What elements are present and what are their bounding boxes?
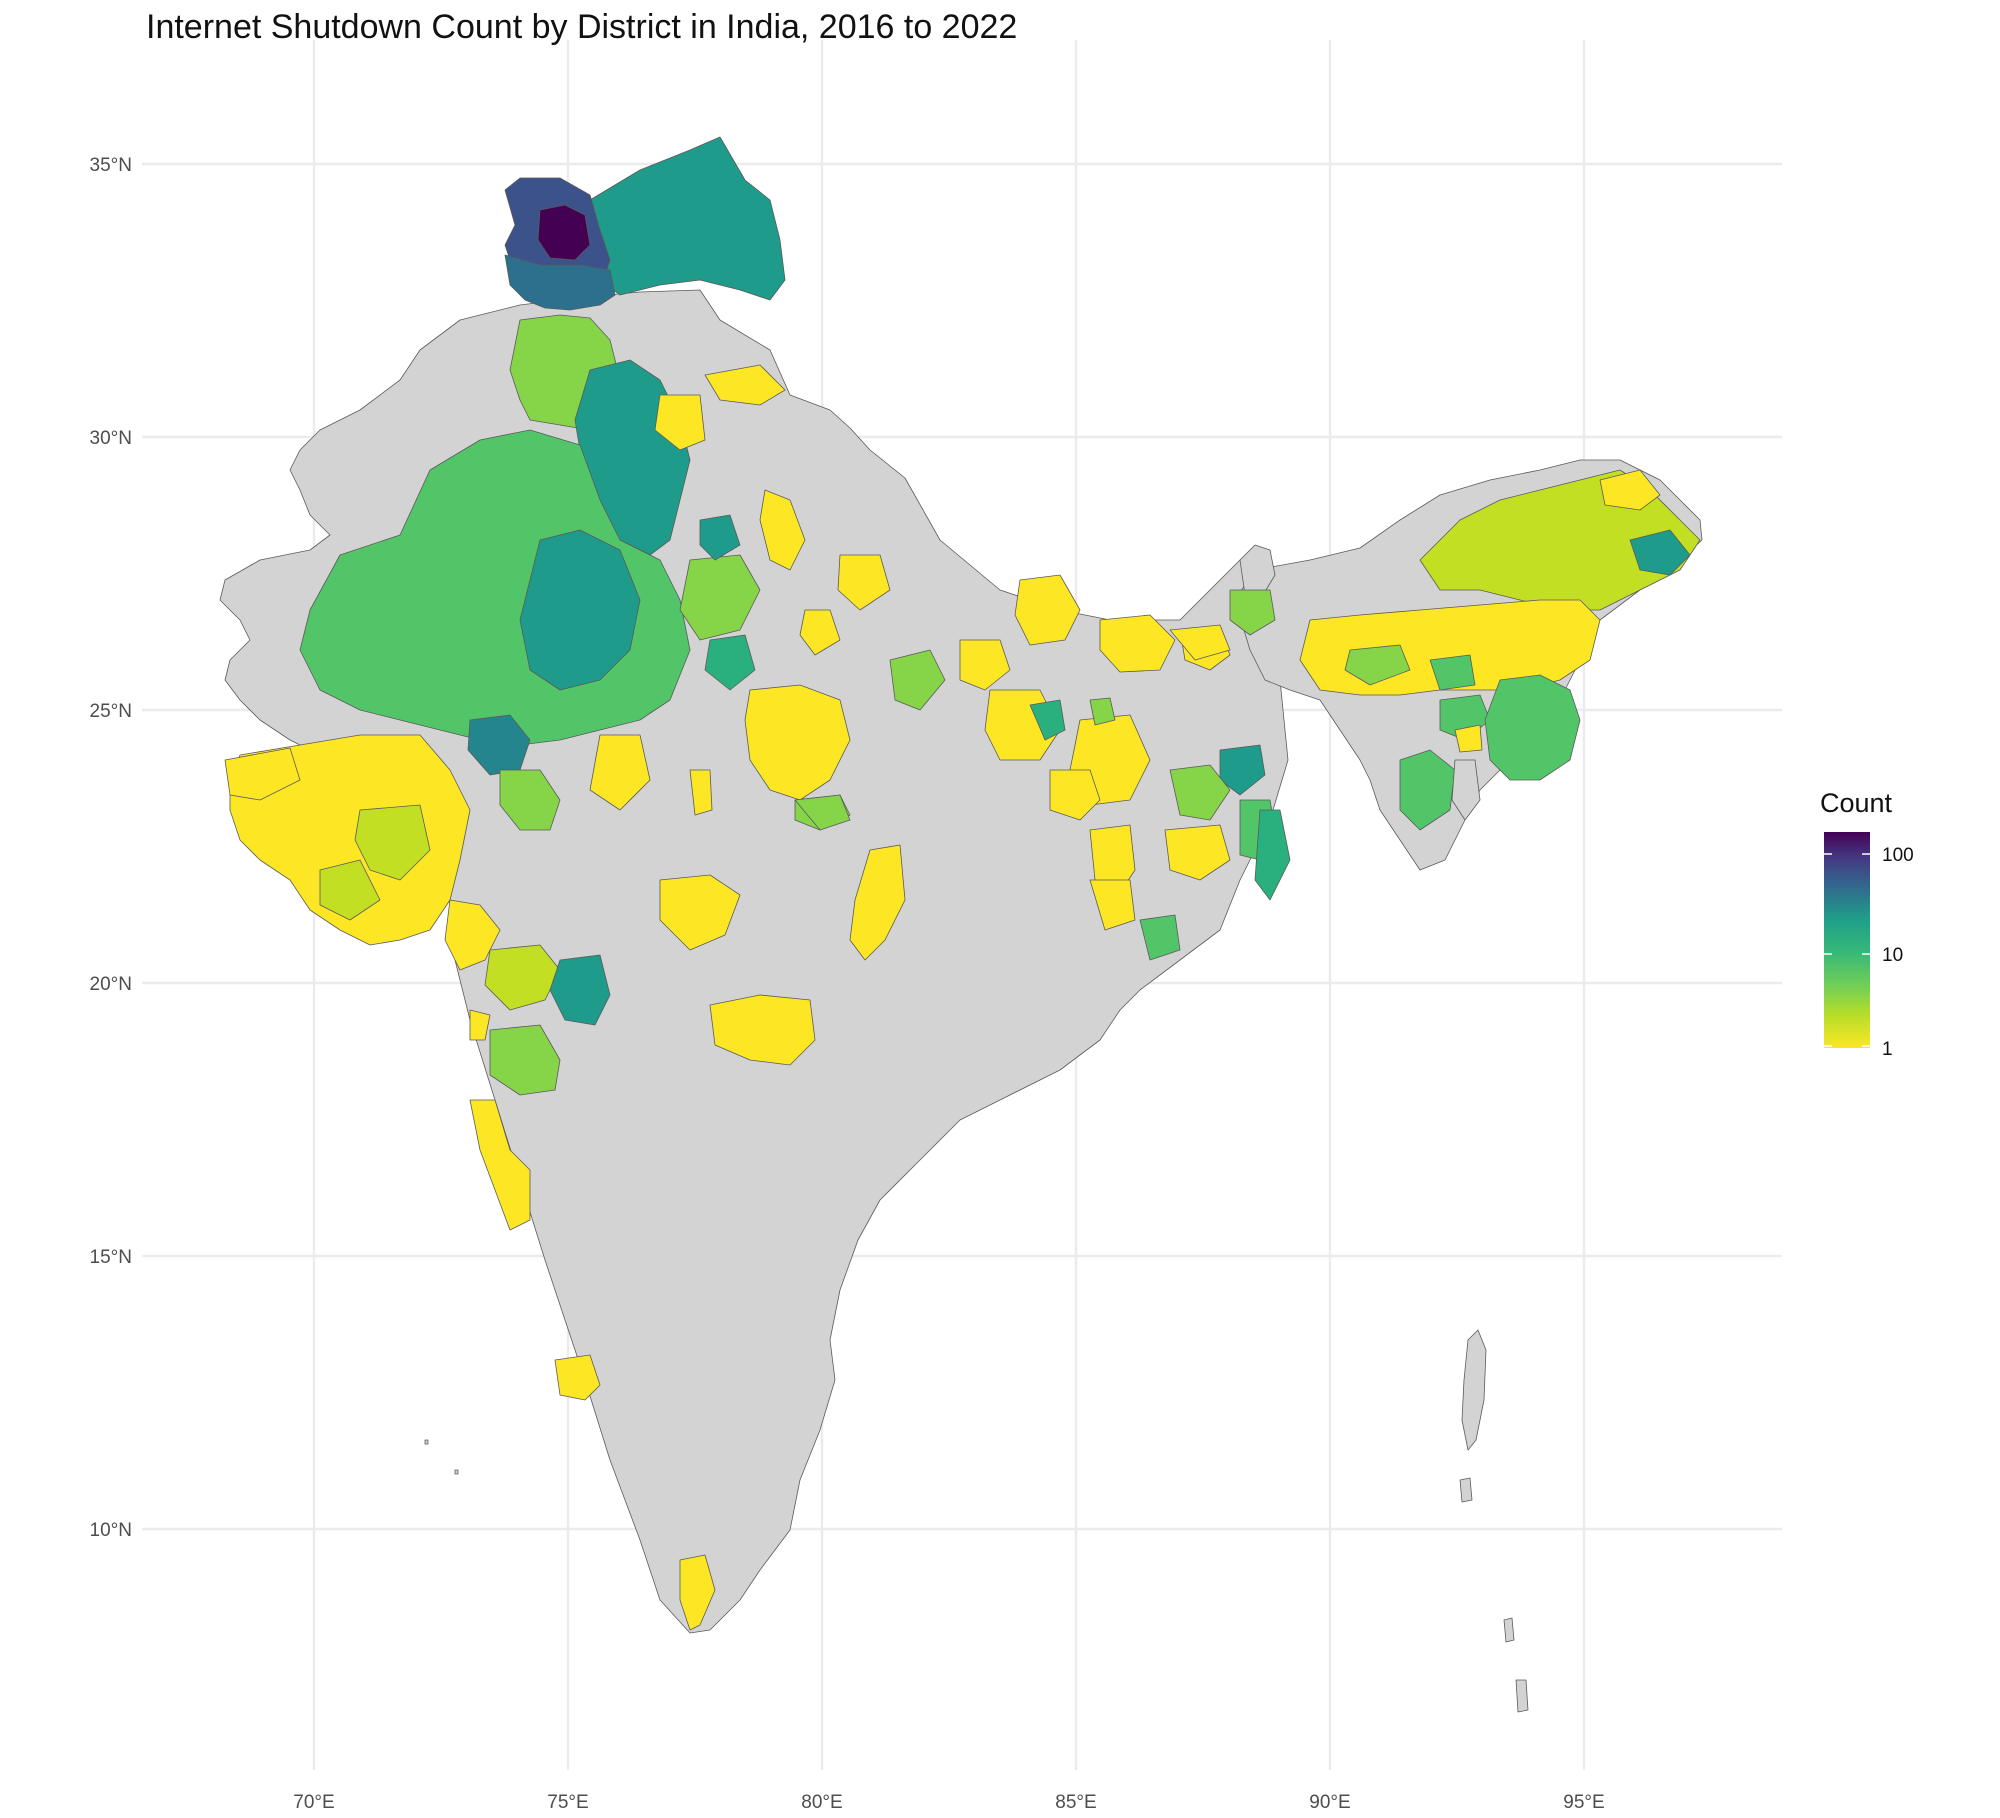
x-tick-label: 70°E: [293, 1792, 334, 1813]
region-mp-yellow-2: [849, 844, 906, 961]
region-maharashtra-yellow-1: [444, 899, 501, 971]
y-tick-label: 10°N: [90, 1520, 132, 1541]
region-gujarat: [229, 734, 471, 946]
region-karnataka-yellow: [554, 1354, 601, 1401]
region-jharkhand-green: [1089, 697, 1116, 726]
region-gujarat-green-2: [319, 859, 381, 921]
y-tick-label: 15°N: [90, 1247, 132, 1268]
region-lakshadweep-2: [454, 1469, 459, 1475]
map-title: Internet Shutdown Count by District in I…: [146, 8, 1018, 46]
region-india-mainland: [219, 289, 1289, 1634]
x-tick-label: 95°E: [1563, 1792, 1604, 1813]
region-maharashtra-green-2: [489, 1024, 561, 1096]
region-odisha-yellow-3: [1089, 879, 1136, 931]
region-mp-south-green: [794, 794, 851, 831]
region-lakshadweep-1: [424, 1439, 429, 1445]
region-wb-north-yellow: [1169, 624, 1231, 661]
region-jharkhand-teal: [1029, 699, 1066, 741]
region-sundarbans: [1254, 809, 1291, 901]
region-ladakh: [584, 136, 786, 301]
region-uttarakhand-yellow-2: [654, 394, 706, 451]
region-uttarakhand-yellow-1: [704, 364, 786, 406]
region-gujarat-green-1: [354, 804, 431, 881]
region-rajasthan-central: [519, 529, 641, 691]
region-mp-yellow: [744, 684, 851, 801]
region-tripura-grey: [1451, 759, 1481, 821]
legend-colorbar: [1824, 832, 1870, 1048]
y-tick-label: 20°N: [90, 974, 132, 995]
region-konkan-yellow: [469, 1099, 531, 1231]
region-odisha-yellow-2: [1164, 824, 1231, 881]
x-tick-label: 80°E: [801, 1792, 842, 1813]
region-wb-teal: [1219, 744, 1266, 796]
region-srinagar: [537, 204, 591, 261]
region-mizoram-green: [1399, 749, 1456, 831]
y-tick-label: 30°N: [90, 428, 132, 449]
region-andaman-2: [1459, 1477, 1473, 1503]
region-mp-yellow-3: [659, 874, 741, 951]
region-west-up-teal: [699, 514, 741, 561]
region-bihar-yellow-2: [1099, 614, 1176, 673]
district-regions: [219, 136, 1703, 1713]
legend-title: Count: [1820, 788, 1893, 818]
region-up-yellow-3: [799, 609, 841, 656]
y-tick-label: 35°N: [90, 155, 132, 176]
x-tick-label: 75°E: [547, 1792, 588, 1813]
region-bihar-yellow-4: [959, 639, 1011, 691]
region-maharashtra-yellow-2: [469, 1009, 491, 1041]
legend-label-100: 100: [1882, 845, 1914, 866]
region-up-yellow-2: [837, 554, 891, 611]
x-tick-label: 85°E: [1055, 1792, 1096, 1813]
region-kutch-yellow: [224, 747, 301, 801]
region-maharashtra-teal: [549, 954, 611, 1026]
region-assam-green-2: [1429, 654, 1476, 691]
region-andaman-1: [1461, 1329, 1487, 1451]
region-manipur-yellow: [1454, 724, 1483, 753]
region-andaman-4: [1503, 1617, 1515, 1643]
region-wb-north-green: [1229, 589, 1276, 636]
region-maharashtra-green-1: [484, 944, 561, 1011]
region-bihar-yellow-1: [1014, 574, 1081, 646]
region-assam-green-1: [1344, 644, 1411, 686]
axis-labels: 70°E 75°E 80°E 85°E 90°E 95°E 35°N 30°N 25°N 20°N…: [90, 155, 1605, 1813]
legend-label-1: 1: [1882, 1039, 1893, 1060]
region-jammu: [504, 254, 616, 311]
region-up-yellow-1: [759, 489, 806, 571]
region-wb-green-1: [1169, 764, 1231, 821]
region-agra: [704, 634, 756, 691]
region-arunachal-yellow: [1599, 469, 1661, 511]
region-andaman-3: [1515, 1679, 1529, 1713]
region-arunachal-teal: [1629, 529, 1691, 576]
region-telangana-yellow: [709, 994, 816, 1066]
legend-label-10: 10: [1882, 945, 1903, 966]
region-mp-yellow-5: [689, 769, 713, 816]
region-gujarat-green-3: [499, 769, 561, 831]
legend: Count 100 10 1: [1820, 788, 1914, 1060]
region-jharkhand-yellow-3: [1049, 769, 1101, 821]
region-kerala-yellow: [679, 1554, 716, 1631]
region-nagaland-manipur: [1484, 674, 1581, 781]
region-odisha-green: [1139, 914, 1181, 961]
region-west-up: [679, 554, 761, 641]
region-up-east-green: [889, 649, 946, 711]
x-tick-label: 90°E: [1309, 1792, 1350, 1813]
region-mp-yellow-4: [589, 734, 651, 811]
y-tick-label: 25°N: [90, 701, 132, 722]
